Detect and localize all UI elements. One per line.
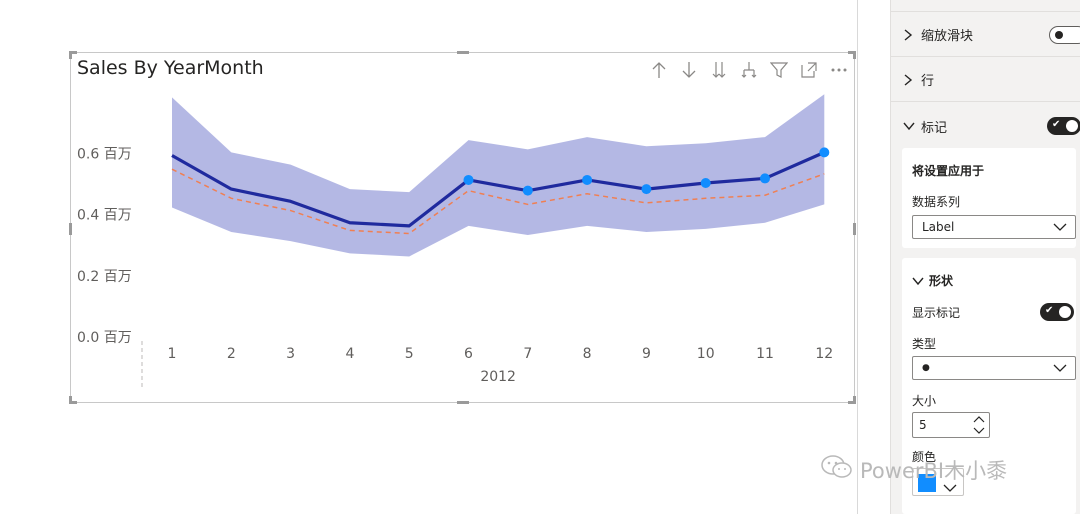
shape-card: 形状 显示标记 ✔ 类型 ● 大小 5 颜色 [902, 258, 1076, 514]
x-axis-tick-label: 12 [815, 346, 833, 362]
x-axis-tick-label: 11 [756, 346, 774, 362]
visual-title: Sales By YearMonth [77, 57, 264, 79]
marker-color-picker[interactable] [912, 468, 964, 496]
data-series-value: Label [922, 220, 955, 234]
resize-handle-top-left[interactable] [69, 51, 72, 59]
chevron-down-icon [1053, 221, 1067, 235]
color-swatch [918, 474, 936, 492]
zoom-slider-label: 缩放滑块 [921, 29, 974, 44]
marker-type-value: ● [922, 363, 930, 373]
data-point-marker [760, 173, 770, 184]
x-axis-tick-label: 9 [642, 346, 651, 362]
type-label: 类型 [912, 337, 937, 351]
marker-size-input[interactable]: 5 [912, 412, 990, 438]
y-axis-tick-label: 0.2 百万 [77, 269, 132, 285]
show-markers-label: 显示标记 [912, 306, 961, 320]
resize-handle-bottom-left[interactable] [69, 396, 72, 404]
confidence-band [172, 94, 825, 257]
spinner-arrows-icon[interactable] [971, 414, 987, 436]
more-options-icon[interactable] [824, 59, 854, 81]
drill-down-icon[interactable] [674, 59, 704, 81]
watermark-text: PowerBI木小黍 [860, 458, 1008, 483]
rows-label: 行 [921, 74, 935, 89]
visual-header-toolbar [644, 59, 854, 81]
chevron-down-icon [943, 478, 957, 497]
markers-label: 标记 [921, 120, 948, 136]
color-label: 颜色 [912, 450, 937, 464]
pane-gap [858, 0, 890, 514]
section-zoom-slider[interactable]: 缩放滑块 [891, 13, 1080, 57]
x-axis-tick-label: 1 [168, 346, 177, 362]
resize-handle-bottom-left[interactable] [69, 401, 77, 404]
line-chart-visual[interactable]: Sales By YearMonth 0.0 [69, 51, 856, 404]
resize-handle-top-left[interactable] [69, 51, 77, 54]
focus-mode-icon[interactable] [794, 59, 824, 81]
x-axis-tick-label: 10 [697, 346, 715, 362]
show-markers-toggle[interactable]: ✔ [1040, 303, 1074, 321]
x-axis-tick-label: 6 [464, 346, 473, 362]
x-axis-tick-label: 8 [583, 346, 592, 362]
shape-section-header[interactable]: 形状 [912, 272, 953, 289]
y-axis-tick-label: 0.6 百万 [77, 146, 132, 162]
section-rows[interactable]: 行 [891, 58, 1080, 102]
y-axis-tick-label: 0.4 百万 [77, 208, 132, 224]
toggle-knob [1059, 306, 1071, 318]
format-pane: 缩放滑块 行 标记 ✔ 将设置应用于 数据系列 Label [890, 0, 1080, 514]
toggle-knob [1055, 31, 1063, 39]
x-axis-tick-label: 5 [405, 346, 414, 362]
resize-handle-top-right[interactable] [853, 51, 856, 59]
shape-label: 形状 [929, 274, 954, 288]
resize-handle-bottom-right[interactable] [853, 396, 856, 404]
resize-handle-right-mid[interactable] [853, 223, 856, 235]
data-point-marker [463, 174, 474, 185]
go-to-next-level-icon[interactable] [704, 59, 734, 81]
expand-hierarchy-icon[interactable] [734, 59, 764, 81]
resize-handle-bottom-mid[interactable] [457, 401, 469, 404]
section-above [891, 0, 1080, 12]
resize-handle-left-mid[interactable] [69, 223, 72, 235]
filter-icon[interactable] [764, 59, 794, 81]
check-icon: ✔ [1052, 119, 1061, 130]
resize-handle-top-mid[interactable] [457, 51, 469, 54]
data-point-marker [819, 147, 830, 158]
line-chart-plot: 0.0 百万0.2 百万0.4 百万0.6 百万1 2 3 4 5 6 7 8 9 10 11 122… [77, 94, 833, 389]
x-axis-tick-label: 3 [286, 346, 295, 362]
resize-handle-bottom-right[interactable] [848, 401, 856, 404]
marker-size-value: 5 [919, 418, 927, 432]
report-canvas: Sales By YearMonth 0.0 [69, 51, 856, 404]
dashed-series-line [171, 168, 825, 235]
resize-handle-top-right[interactable] [848, 51, 856, 54]
check-icon: ✔ [1045, 305, 1054, 316]
pane-divider [857, 0, 858, 514]
wechat-icon [820, 454, 854, 485]
data-point-marker [641, 184, 652, 195]
chevron-right-icon [903, 73, 917, 86]
chevron-right-icon [903, 28, 917, 41]
y-axis-tick-label: 0.0 百万 [77, 330, 132, 346]
size-label: 大小 [912, 394, 937, 408]
apply-settings-title: 将设置应用于 [912, 164, 985, 178]
x-axis-tick-label: 2 [227, 346, 236, 362]
sales-series-line [171, 150, 825, 228]
markers-toggle[interactable]: ✔ [1047, 117, 1080, 135]
data-point-marker [700, 178, 711, 188]
apply-settings-card: 将设置应用于 数据系列 Label [902, 148, 1076, 248]
data-point-marker [522, 185, 533, 196]
x-axis-tick-label: 4 [345, 346, 354, 362]
chevron-down-icon [903, 121, 917, 131]
zoom-slider-toggle[interactable] [1049, 26, 1080, 44]
x-axis-group-label: 2012 [480, 369, 516, 385]
watermark: PowerBI木小黍 [820, 454, 1007, 485]
section-markers[interactable]: 标记 ✔ [891, 104, 1080, 148]
data-series-dropdown[interactable]: Label [912, 215, 1076, 239]
data-point-marker [582, 174, 593, 185]
data-series-label: 数据系列 [912, 195, 961, 209]
toggle-knob [1066, 120, 1078, 132]
chevron-down-icon [1053, 362, 1067, 376]
marker-type-dropdown[interactable]: ● [912, 356, 1076, 380]
drill-up-icon[interactable] [644, 59, 674, 81]
chevron-down-icon [912, 276, 924, 286]
x-axis-tick-label: 7 [523, 346, 532, 362]
